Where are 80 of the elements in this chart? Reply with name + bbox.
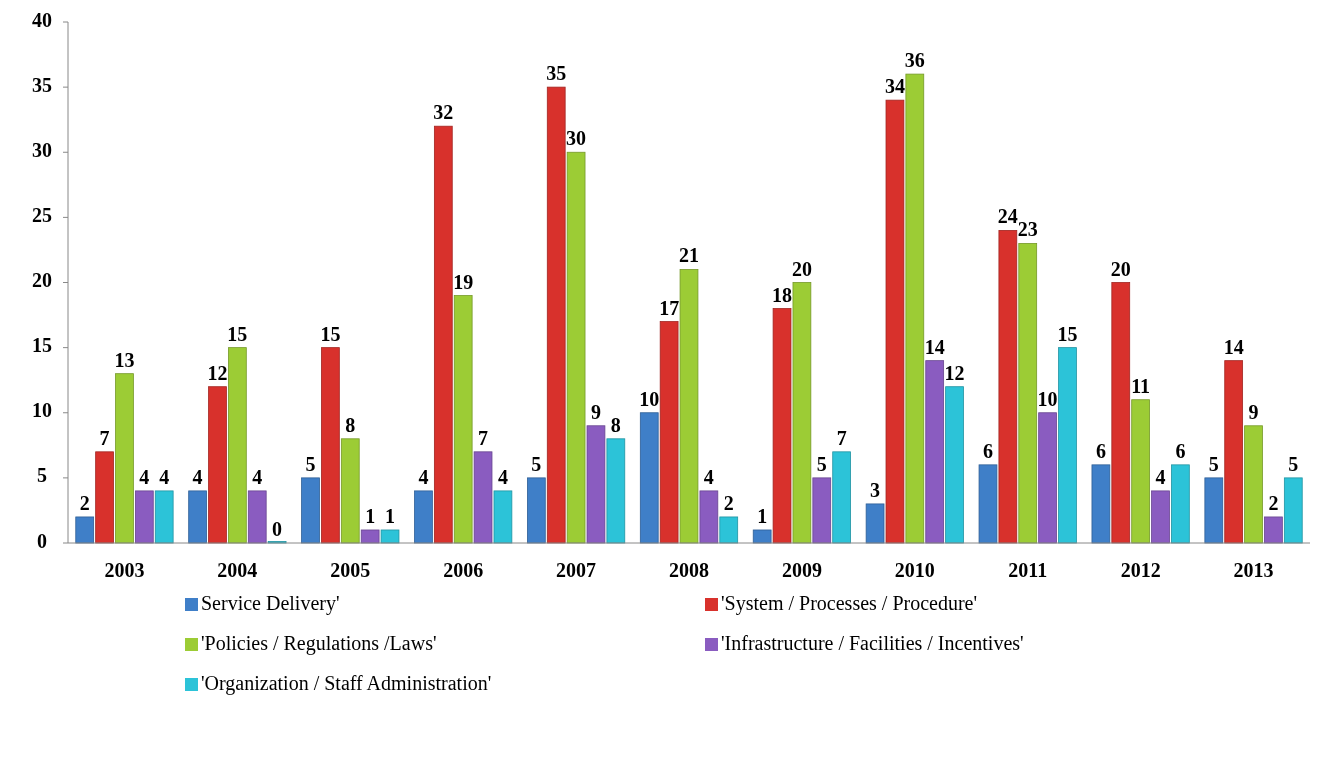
data-label: 14 [1223, 335, 1244, 358]
data-label: 1 [365, 504, 376, 527]
data-label: 12 [207, 361, 228, 384]
x-tick-label: 2004 [217, 559, 258, 581]
data-label: 9 [1248, 400, 1259, 423]
data-label: 10 [1037, 387, 1058, 410]
data-label: 32 [433, 101, 454, 124]
data-label: 5 [1288, 452, 1299, 475]
data-label: 4 [703, 465, 714, 488]
y-tick-label: 25 [32, 203, 52, 226]
data-label: 5 [1208, 452, 1219, 475]
data-label: 19 [453, 270, 474, 293]
x-tick-label: 2009 [781, 559, 822, 581]
data-label: 2 [79, 491, 90, 514]
data-label: 30 [566, 127, 587, 150]
y-tick-label: 0 [37, 529, 47, 552]
legend-label: 'Policies / Regulations /Laws' [201, 631, 437, 655]
data-label: 7 [99, 426, 110, 449]
data-label: 20 [791, 257, 812, 280]
data-label: 35 [546, 62, 567, 85]
data-label: 8 [610, 413, 621, 436]
data-label: 15 [1057, 322, 1078, 345]
data-label: 3 [870, 478, 881, 501]
y-tick-label: 15 [32, 334, 52, 357]
data-label: 6 [982, 439, 993, 462]
y-tick-label: 30 [32, 138, 52, 161]
data-label: 24 [997, 205, 1018, 228]
legend-label: Service Delivery' [201, 591, 340, 615]
data-label: 10 [639, 387, 660, 410]
x-tick-label: 2010 [894, 559, 935, 581]
x-tick-label: 2012 [1120, 559, 1161, 581]
data-label: 1 [385, 504, 396, 527]
y-tick-label: 35 [32, 73, 52, 96]
data-label: 15 [320, 322, 341, 345]
y-tick-label: 40 [32, 8, 52, 31]
data-label: 34 [884, 75, 905, 98]
data-label: 4 [192, 465, 203, 488]
data-label: 7 [478, 426, 489, 449]
data-label: 20 [1110, 257, 1131, 280]
data-label: 8 [345, 413, 356, 436]
x-tick-label: 2008 [669, 559, 709, 581]
data-label: 5 [816, 452, 827, 475]
data-label: 15 [227, 322, 248, 345]
data-label: 17 [659, 296, 680, 319]
legend-label: 'Infrastructure / Facilities / Incentives' [721, 631, 1024, 654]
legend-label: 'Organization / Staff Administration' [201, 671, 492, 695]
data-label: 18 [772, 283, 793, 306]
y-tick-label: 20 [32, 269, 52, 292]
data-label: 13 [114, 348, 135, 371]
data-label: 2 [723, 491, 734, 514]
data-label: 5 [531, 452, 542, 475]
data-label: 4 [1155, 465, 1166, 488]
data-label: 0 [272, 518, 283, 540]
x-tick-label: 2003 [104, 559, 145, 581]
x-tick-label: 2011 [1008, 559, 1048, 581]
data-label: 4 [497, 465, 508, 488]
legend-label: 'System / Processes / Procedure' [721, 591, 978, 615]
data-label: 21 [679, 244, 699, 267]
data-label: 4 [252, 465, 263, 488]
data-label: 4 [418, 465, 429, 488]
data-label: 4 [159, 465, 170, 488]
data-label: 23 [1017, 218, 1038, 241]
x-tick-label: 2006 [443, 559, 484, 581]
data-label: 5 [305, 452, 316, 475]
data-label: 36 [904, 49, 925, 72]
data-label: 6 [1095, 439, 1106, 462]
y-tick-label: 5 [37, 464, 47, 487]
x-tick-label: 2007 [556, 559, 597, 581]
data-label: 2 [1268, 491, 1279, 514]
data-label: 14 [924, 335, 945, 358]
data-label: 6 [1175, 439, 1186, 462]
data-label: 11 [1131, 374, 1151, 397]
data-label: 7 [836, 426, 847, 449]
data-label: 12 [944, 361, 965, 384]
data-label: 4 [139, 465, 150, 488]
data-label: 9 [590, 400, 601, 423]
x-tick-label: 2005 [330, 559, 371, 581]
x-tick-label: 2013 [1233, 559, 1274, 581]
data-label: 1 [757, 504, 768, 527]
y-tick-label: 10 [32, 399, 52, 422]
